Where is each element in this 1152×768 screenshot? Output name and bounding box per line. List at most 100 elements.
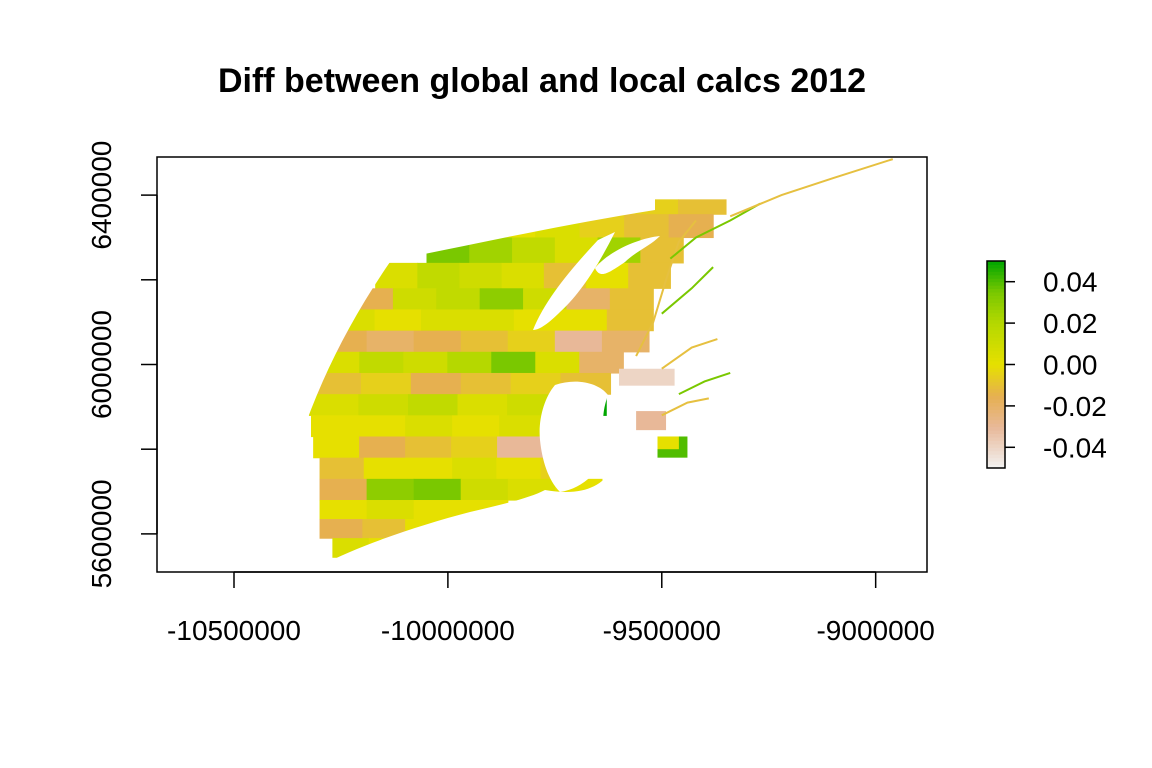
raster-cell <box>566 288 611 311</box>
raster-cell <box>405 415 453 438</box>
legend-swatch <box>987 426 1005 431</box>
shoreline-fringe <box>635 219 697 357</box>
raster-cell <box>678 199 727 215</box>
raster-cell <box>311 415 359 438</box>
legend-swatch <box>987 274 1005 279</box>
y-tick-label: 6000000 <box>86 310 117 419</box>
raster-cell <box>392 288 437 311</box>
legend-swatch <box>987 388 1005 393</box>
no-data-region <box>157 157 655 566</box>
raster-cell <box>313 436 360 459</box>
legend-tick-label: 0.00 <box>1043 350 1098 381</box>
legend-tick-label: -0.02 <box>1043 391 1107 422</box>
shoreline-fringe <box>661 338 718 370</box>
lake-area <box>595 236 660 275</box>
raster-cell <box>579 351 624 374</box>
raster-cell <box>363 457 409 480</box>
legend-swatch <box>987 440 1005 445</box>
raster-cell <box>319 457 365 480</box>
legend-swatch <box>987 271 1005 276</box>
raster-cell <box>421 309 469 332</box>
raster-cell <box>491 351 536 374</box>
legend-swatch <box>987 447 1005 452</box>
raster-cell <box>436 288 481 311</box>
raster-cell <box>319 519 363 539</box>
raster-cell <box>451 436 498 459</box>
shoreline-fringe <box>729 158 894 218</box>
raster-cell <box>497 436 544 459</box>
raster-cell <box>410 372 462 395</box>
raster-cell <box>624 214 670 239</box>
legend-swatch <box>987 374 1005 379</box>
raster-cell <box>417 262 461 289</box>
color-legend: 0.04 0.02 0.00 -0.02 -0.04 <box>986 260 1107 469</box>
raster-cell <box>496 457 542 480</box>
legend-swatch <box>987 461 1005 466</box>
legend-swatch <box>987 450 1005 455</box>
raster-cell <box>374 309 422 332</box>
legend-swatch <box>987 416 1005 421</box>
legend-swatch <box>987 361 1005 365</box>
shoreline-fringe <box>661 397 710 417</box>
legend-swatch <box>987 264 1005 269</box>
x-tick-label: -10000000 <box>381 615 515 646</box>
raster-cell <box>459 262 503 289</box>
raster-cell <box>319 478 368 501</box>
raster-cell <box>554 330 603 353</box>
raster-cell <box>619 368 675 386</box>
raster-cell <box>636 411 667 431</box>
raster-cell <box>657 436 679 450</box>
raster-cell <box>413 500 462 520</box>
legend-swatch <box>987 371 1005 376</box>
legend-swatch <box>987 340 1005 345</box>
raster-cell <box>366 478 415 501</box>
raster-cell <box>499 415 547 438</box>
legend-swatch <box>987 385 1005 390</box>
raster-cell <box>452 457 497 480</box>
raster-cell <box>460 372 512 395</box>
raster-cell <box>479 288 524 311</box>
legend-swatch <box>987 326 1005 331</box>
legend-swatch <box>987 357 1005 362</box>
legend-swatch <box>987 378 1005 383</box>
legend-swatch <box>987 312 1005 317</box>
legend-swatch <box>987 454 1005 459</box>
legend-swatch <box>987 364 1005 369</box>
legend-swatch <box>987 292 1005 296</box>
raster-cell <box>601 330 650 353</box>
raster-cell <box>407 394 459 416</box>
legend-swatch <box>987 402 1005 407</box>
x-axis: -10500000 -10000000 -9500000 -9000000 <box>167 571 935 646</box>
raster-cell <box>447 351 492 374</box>
legend-swatch <box>987 330 1005 334</box>
lake-area <box>539 381 612 492</box>
raster-cell <box>366 500 415 520</box>
raster-cell <box>358 415 406 438</box>
legend-swatch <box>987 309 1005 314</box>
legend-swatch <box>987 367 1005 372</box>
legend-swatch <box>987 419 1005 424</box>
shoreline-fringe <box>669 202 761 260</box>
raster-cell <box>535 351 580 374</box>
legend-tick-label: -0.04 <box>1043 432 1107 463</box>
raster-cell <box>319 500 368 520</box>
y-tick-label: 5600000 <box>86 479 117 588</box>
raster-cell <box>460 478 509 501</box>
legend-swatch <box>987 354 1005 359</box>
legend-swatch <box>987 443 1005 448</box>
y-axis: 5600000 6000000 6400000 <box>86 141 158 588</box>
legend-swatch <box>987 347 1005 352</box>
legend-swatch <box>987 316 1005 321</box>
legend-swatch <box>987 267 1005 272</box>
raster-cell <box>360 372 412 395</box>
legend-tick-label: 0.04 <box>1043 267 1098 298</box>
raster-cell <box>308 394 360 416</box>
legend-swatch <box>987 405 1005 410</box>
y-tick-label: 6400000 <box>86 141 117 250</box>
raster-cell <box>405 436 452 459</box>
legend-swatch <box>987 430 1005 434</box>
x-tick-label: -9000000 <box>816 615 934 646</box>
raster-cell <box>609 288 654 311</box>
raster-cell <box>457 394 508 416</box>
